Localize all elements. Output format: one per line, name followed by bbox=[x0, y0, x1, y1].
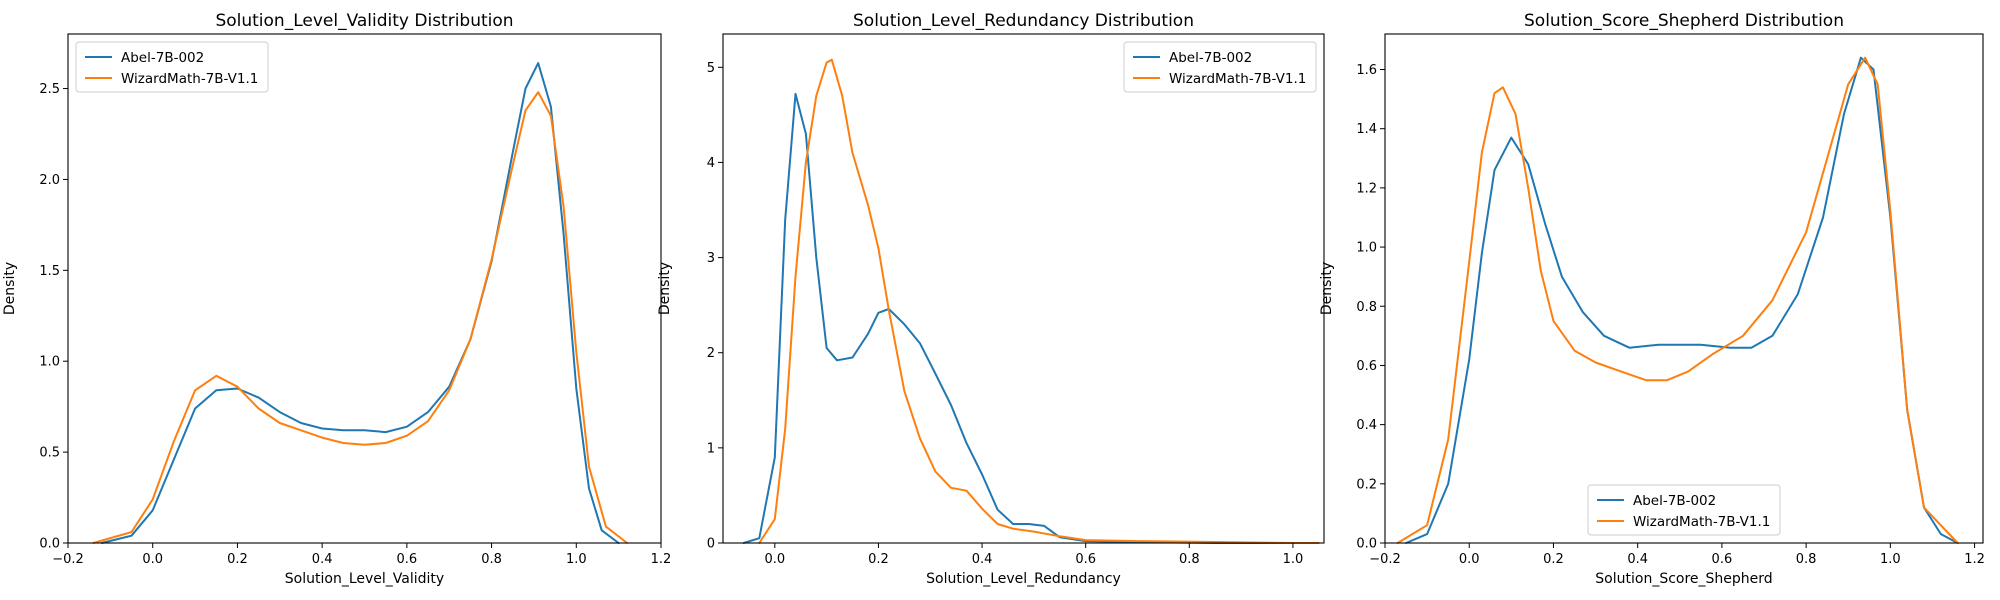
y-tick-label: 1.2 bbox=[1356, 181, 1377, 196]
x-tick-label: −0.2 bbox=[1369, 552, 1401, 567]
x-tick-label: 0.8 bbox=[1796, 552, 1817, 567]
y-tick-label: 1.4 bbox=[1356, 122, 1377, 137]
x-tick-label: 1.0 bbox=[1283, 552, 1304, 567]
legend-label-0: Abel-7B-002 bbox=[1169, 50, 1252, 66]
y-axis-label: Density bbox=[1319, 262, 1335, 315]
series-line-0 bbox=[742, 92, 1294, 544]
x-tick-label: 0.8 bbox=[1179, 552, 1200, 567]
plot-frame bbox=[67, 33, 662, 544]
y-tick-label: 2 bbox=[707, 346, 715, 361]
x-axis-label: Solution_Score_Shepherd bbox=[1595, 571, 1772, 587]
legend-box bbox=[1587, 484, 1781, 536]
series-line-0 bbox=[1405, 56, 1959, 544]
x-tick-label: 0.2 bbox=[1543, 552, 1564, 567]
y-tick-label: 0.2 bbox=[1356, 477, 1377, 492]
plot-frame bbox=[722, 33, 1325, 544]
x-tick-label: 1.2 bbox=[1964, 552, 1985, 567]
chart-panel-1: 0.0 0.2 0.4 0.6 0.8 1.0 0 1 2 3 4 5 Solution_Level_R… bbox=[657, 11, 1325, 587]
x-tick-label: 0.4 bbox=[312, 552, 333, 567]
y-tick-label: 2.5 bbox=[39, 82, 60, 97]
chart-title: Solution_Score_Shepherd Distribution bbox=[1524, 11, 1844, 31]
series-line-0 bbox=[100, 62, 620, 544]
x-tick-label: 0.2 bbox=[868, 552, 889, 567]
y-axis-label: Density bbox=[657, 262, 673, 315]
y-tick-label: 0.5 bbox=[39, 446, 60, 461]
chart-panel-2: −0.2 0.0 0.2 0.4 0.6 0.8 1.0 1.20.00.20.40.60.8… bbox=[1319, 11, 1985, 587]
series-line-1 bbox=[92, 91, 629, 544]
y-tick-label: 1.6 bbox=[1356, 63, 1377, 78]
legend-label-0: Abel-7B-002 bbox=[1633, 493, 1716, 509]
x-tick-label: 0.8 bbox=[481, 552, 502, 567]
y-tick-label: 4 bbox=[707, 156, 715, 171]
y-tick-label: 5 bbox=[707, 61, 715, 76]
chart-title: Solution_Level_Validity Distribution bbox=[215, 11, 513, 31]
y-tick-label: 0.4 bbox=[1356, 418, 1377, 433]
legend: Abel-7B-002 WizardMath-7B-V1.1 bbox=[75, 41, 269, 93]
plot-frame bbox=[1384, 33, 1984, 544]
x-axis-label: Solution_Level_Redundancy bbox=[926, 571, 1121, 587]
legend-box bbox=[1123, 41, 1317, 93]
y-tick-label: 2.0 bbox=[39, 173, 60, 188]
y-tick-label: 1.0 bbox=[39, 355, 60, 370]
x-tick-label: 0.0 bbox=[764, 552, 785, 567]
legend-label-1: WizardMath-7B-V1.1 bbox=[1169, 71, 1306, 87]
series-line-1 bbox=[758, 58, 1320, 544]
y-tick-label: 0.0 bbox=[1356, 537, 1377, 552]
x-tick-label: 1.0 bbox=[566, 552, 587, 567]
y-tick-label: 1 bbox=[707, 441, 715, 456]
y-tick-label: 1.5 bbox=[39, 264, 60, 279]
legend-label-1: WizardMath-7B-V1.1 bbox=[121, 71, 258, 87]
x-tick-label: 0.2 bbox=[227, 552, 248, 567]
y-tick-label: 0.0 bbox=[39, 537, 60, 552]
legend: Abel-7B-002 WizardMath-7B-V1.1 bbox=[1587, 484, 1781, 536]
x-axis-label: Solution_Level_Validity bbox=[285, 571, 444, 587]
y-tick-label: 1.0 bbox=[1356, 241, 1377, 256]
y-tick-label: 3 bbox=[707, 251, 715, 266]
x-tick-label: 0.6 bbox=[397, 552, 418, 567]
x-tick-label: −0.2 bbox=[52, 552, 84, 567]
x-tick-label: 1.0 bbox=[1880, 552, 1901, 567]
series-line-1 bbox=[1396, 56, 1959, 544]
legend-label-0: Abel-7B-002 bbox=[121, 50, 204, 66]
y-tick-label: 0 bbox=[707, 537, 715, 552]
x-tick-label: 0.4 bbox=[1627, 552, 1648, 567]
x-tick-label: 0.0 bbox=[1459, 552, 1480, 567]
legend: Abel-7B-002 WizardMath-7B-V1.1 bbox=[1123, 41, 1317, 93]
chart-panel-0: −0.2 0.0 0.2 0.4 0.6 0.8 1.0 1.20.00.51.01.52.0… bbox=[2, 11, 671, 587]
x-tick-label: 0.6 bbox=[1075, 552, 1096, 567]
y-tick-label: 0.8 bbox=[1356, 300, 1377, 315]
x-tick-label: 0.4 bbox=[972, 552, 993, 567]
x-tick-label: 0.6 bbox=[1712, 552, 1733, 567]
legend-box bbox=[75, 41, 269, 93]
x-tick-label: 1.2 bbox=[651, 552, 672, 567]
legend-label-1: WizardMath-7B-V1.1 bbox=[1633, 514, 1770, 530]
y-axis-label: Density bbox=[2, 262, 18, 315]
x-tick-label: 0.0 bbox=[142, 552, 163, 567]
chart-title: Solution_Level_Redundancy Distribution bbox=[853, 11, 1194, 31]
y-tick-label: 0.6 bbox=[1356, 359, 1377, 374]
